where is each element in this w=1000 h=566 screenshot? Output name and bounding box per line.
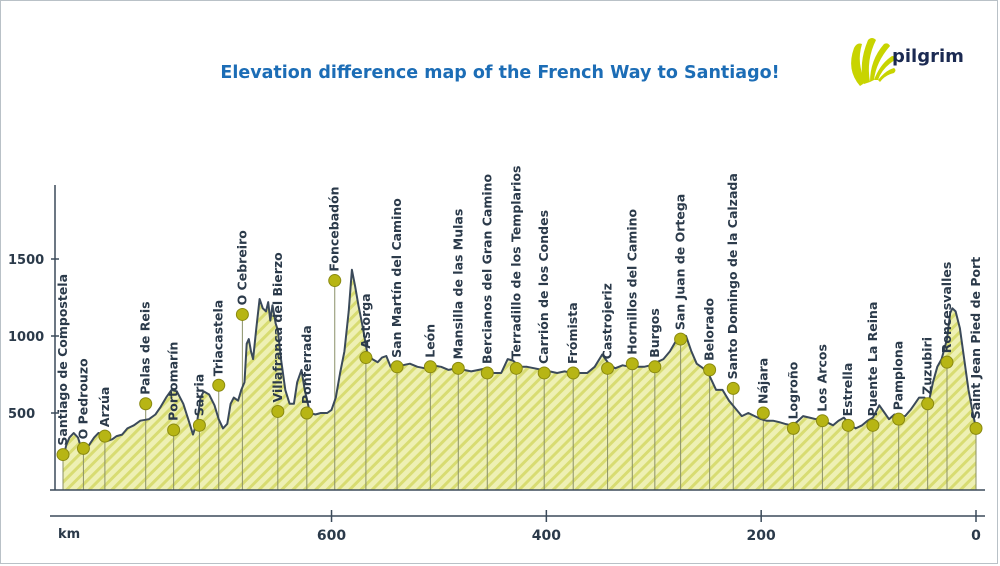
- stop-label: Castrojeriz: [600, 283, 615, 359]
- x-axis-label: km: [58, 527, 80, 542]
- stop-marker: [969, 421, 983, 435]
- stop-label: O Pedrouzo: [75, 358, 90, 439]
- stop-label: Zuzubiri: [920, 337, 935, 395]
- stop-marker: [601, 361, 615, 375]
- stop-marker: [56, 448, 70, 462]
- stop-label: San Martín del Camino: [389, 198, 404, 358]
- stop-marker: [841, 418, 855, 432]
- stop-marker: [271, 404, 285, 418]
- stop-marker: [359, 351, 373, 365]
- stop-marker: [921, 397, 935, 411]
- stop-label: Villafranca del Bierzo: [270, 252, 285, 403]
- stop-marker: [423, 360, 437, 374]
- stop-label: Mansilla de las Mulas: [450, 209, 465, 360]
- stop-label: Palas de Reis: [138, 301, 153, 394]
- stop-marker: [940, 355, 954, 369]
- stop-label: Belorado: [702, 297, 717, 360]
- stop-marker: [235, 307, 249, 321]
- stop-label: Hornillos del Camino: [624, 208, 639, 354]
- stop-label: Terradillo de los Templarios: [508, 166, 523, 360]
- elevation-area: [63, 269, 976, 490]
- stop-marker: [328, 274, 342, 288]
- stop-label: Pamplona: [891, 341, 906, 410]
- stop-label: Logroño: [785, 361, 800, 419]
- pilgrim-shell-logo-icon: [851, 38, 896, 86]
- stop-marker: [786, 421, 800, 435]
- stop-label: Portomarín: [166, 342, 181, 421]
- stop-label: Burgos: [647, 308, 662, 358]
- stop-label: León: [422, 324, 437, 358]
- stop-marker: [674, 332, 688, 346]
- stop-label: Los Arcos: [814, 344, 829, 412]
- stop-marker: [480, 366, 494, 380]
- stop-marker: [98, 429, 112, 443]
- stop-marker: [703, 363, 717, 377]
- stop-label: Santiago de Compostela: [55, 274, 70, 446]
- stop-label: Frómista: [565, 302, 580, 364]
- stop-marker: [212, 378, 226, 392]
- stop-marker: [76, 441, 90, 455]
- stop-marker: [451, 361, 465, 375]
- y-tick-label: 1500: [8, 253, 44, 268]
- stop-marker: [390, 360, 404, 374]
- stop-label: San Juan de Ortega: [673, 194, 688, 330]
- stop-marker: [648, 360, 662, 374]
- stop-label: Sarria: [191, 374, 206, 417]
- stop-label: Bercianos del Gran Camino: [479, 173, 494, 364]
- x-tick-label: 400: [532, 528, 561, 544]
- stop-label: Santo Domingo de la Calzada: [725, 173, 740, 379]
- stop-marker: [892, 412, 906, 426]
- stop-label: Carrión de los Condes: [536, 210, 551, 364]
- stop-marker: [566, 366, 580, 380]
- stop-marker: [192, 418, 206, 432]
- y-tick-label: 1000: [8, 330, 44, 345]
- stop-marker: [509, 361, 523, 375]
- stop-marker: [815, 414, 829, 428]
- stop-label: Triacastela: [211, 300, 226, 377]
- stop-marker: [756, 406, 770, 420]
- stop-label: Roncesvalles: [939, 262, 954, 354]
- stop-label: O Cebreiro: [234, 230, 249, 306]
- y-tick-label: 500: [8, 407, 35, 422]
- x-tick-label: 600: [317, 528, 346, 544]
- stop-label: Astorga: [358, 293, 373, 348]
- brand-name: pilgrim: [892, 46, 964, 67]
- x-tick-label: 200: [747, 528, 776, 544]
- chart-title: Elevation difference map of the French W…: [220, 63, 780, 83]
- stop-marker: [300, 406, 314, 420]
- stop-label: Saint Jean Pied de Port: [968, 257, 983, 420]
- stop-label: Puente La Reina: [865, 302, 880, 417]
- stop-marker: [625, 357, 639, 371]
- stop-label: Estrella: [840, 363, 855, 417]
- stop-marker: [537, 366, 551, 380]
- stop-marker: [167, 423, 181, 437]
- stop-marker: [139, 397, 153, 411]
- stop-marker: [726, 381, 740, 395]
- stop-label: Nájara: [755, 358, 770, 404]
- x-tick-label: 0: [971, 528, 981, 544]
- stop-label: Ponferrada: [299, 325, 314, 404]
- stop-label: Foncebadón: [327, 186, 342, 271]
- stop-marker: [866, 418, 880, 432]
- stop-label: Arzúa: [97, 387, 112, 427]
